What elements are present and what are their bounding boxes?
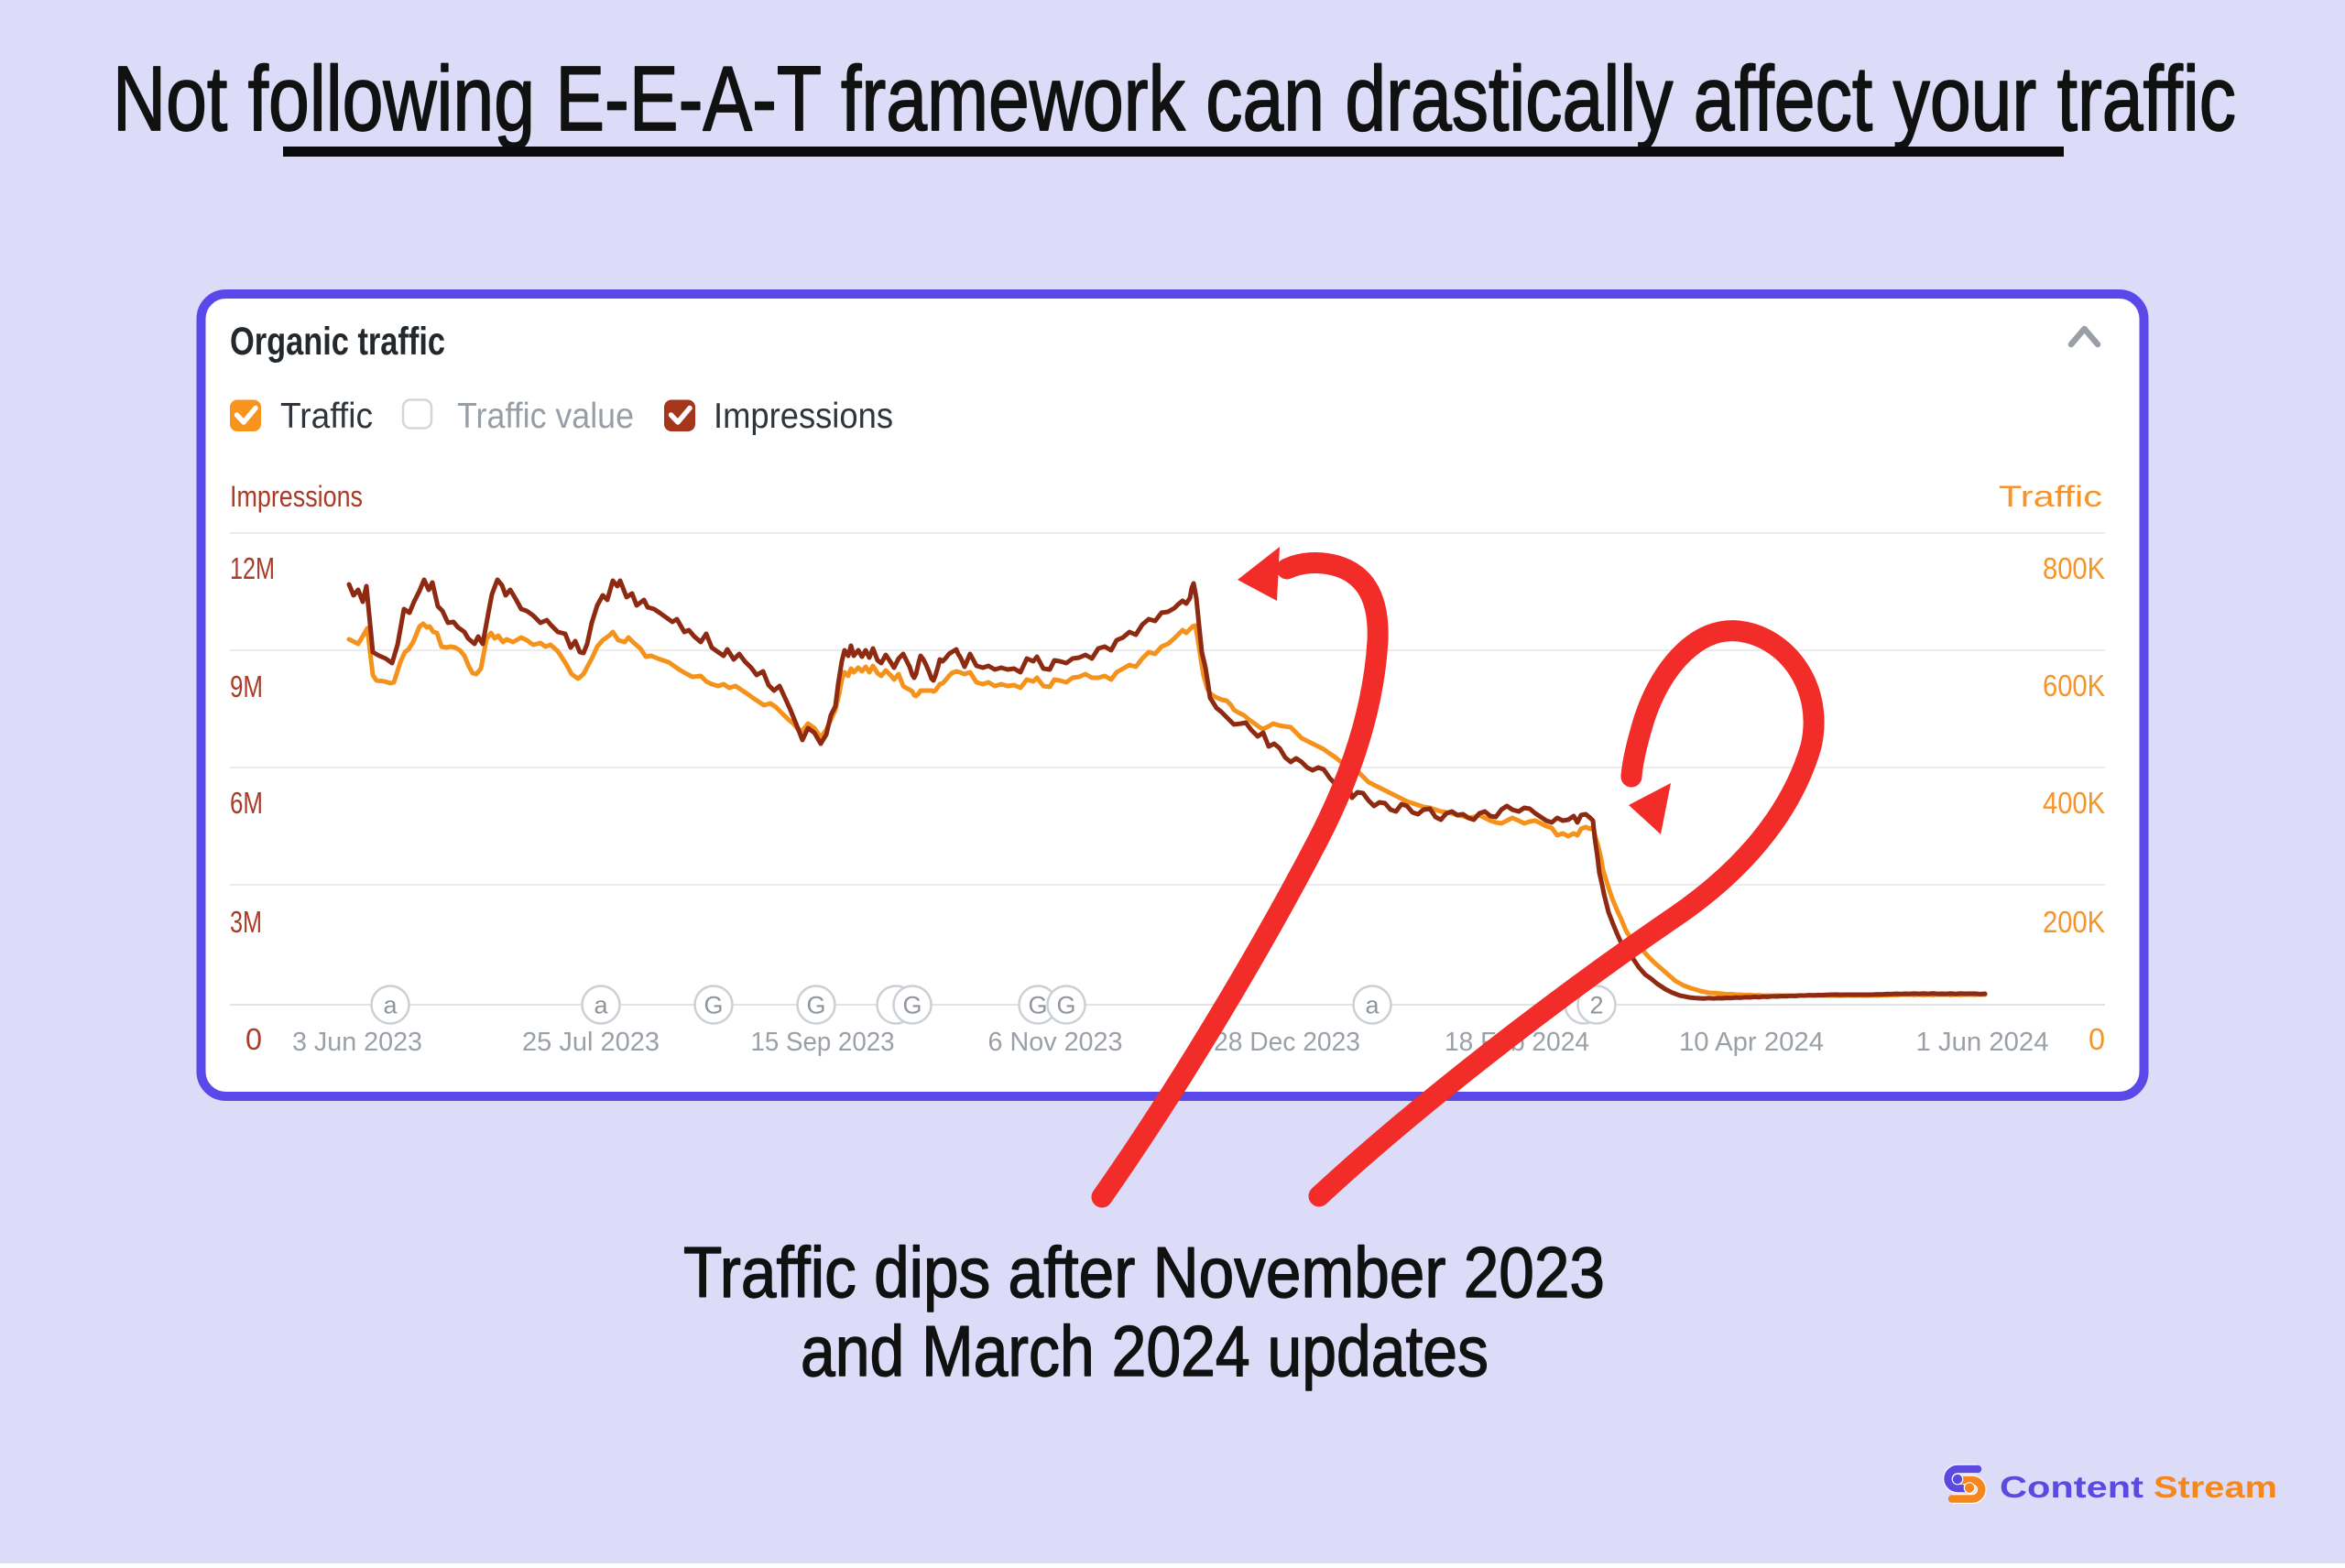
svg-text:G: G xyxy=(902,992,922,1019)
svg-text:1 Jun 2024: 1 Jun 2024 xyxy=(1916,1028,2049,1057)
svg-text:a: a xyxy=(594,992,608,1019)
svg-text:G: G xyxy=(1028,992,1047,1019)
svg-text:Stream: Stream xyxy=(2154,1470,2277,1504)
svg-text:Traffic: Traffic xyxy=(1999,480,2102,513)
svg-text:G: G xyxy=(1056,992,1075,1019)
svg-text:25 Jul 2023: 25 Jul 2023 xyxy=(522,1028,660,1057)
svg-text:400K: 400K xyxy=(2043,786,2105,820)
svg-text:6M: 6M xyxy=(230,786,263,820)
svg-text:28 Dec 2023: 28 Dec 2023 xyxy=(1214,1028,1360,1057)
svg-text:Organic traffic: Organic traffic xyxy=(230,320,445,364)
svg-text:Content: Content xyxy=(2000,1470,2143,1504)
svg-text:and March 2024 updates: and March 2024 updates xyxy=(801,1311,1489,1391)
svg-text:Impressions: Impressions xyxy=(230,480,363,513)
svg-text:Traffic: Traffic xyxy=(280,397,373,436)
svg-text:6 Nov 2023: 6 Nov 2023 xyxy=(988,1028,1123,1057)
svg-text:G: G xyxy=(704,992,723,1019)
svg-text:10 Apr 2024: 10 Apr 2024 xyxy=(1679,1028,1824,1057)
svg-text:3M: 3M xyxy=(230,905,262,939)
svg-text:0: 0 xyxy=(2089,1022,2105,1056)
svg-text:3 Jun 2023: 3 Jun 2023 xyxy=(292,1028,422,1057)
svg-text:200K: 200K xyxy=(2043,905,2105,939)
svg-text:Not following E-E-A-T framewor: Not following E-E-A-T framework can dras… xyxy=(113,48,2236,150)
svg-text:Impressions: Impressions xyxy=(714,397,893,436)
svg-text:Traffic dips after November 20: Traffic dips after November 2023 xyxy=(683,1232,1605,1312)
svg-text:a: a xyxy=(383,992,398,1019)
svg-text:600K: 600K xyxy=(2043,669,2105,702)
svg-text:800K: 800K xyxy=(2043,551,2105,585)
svg-text:G: G xyxy=(806,992,825,1019)
svg-text:9M: 9M xyxy=(230,670,263,703)
svg-text:15 Sep 2023: 15 Sep 2023 xyxy=(751,1028,895,1057)
svg-text:0: 0 xyxy=(245,1022,262,1056)
svg-text:2: 2 xyxy=(1589,992,1603,1019)
svg-text:Traffic value: Traffic value xyxy=(457,397,634,436)
svg-text:12M: 12M xyxy=(230,551,275,585)
svg-text:a: a xyxy=(1365,992,1380,1019)
